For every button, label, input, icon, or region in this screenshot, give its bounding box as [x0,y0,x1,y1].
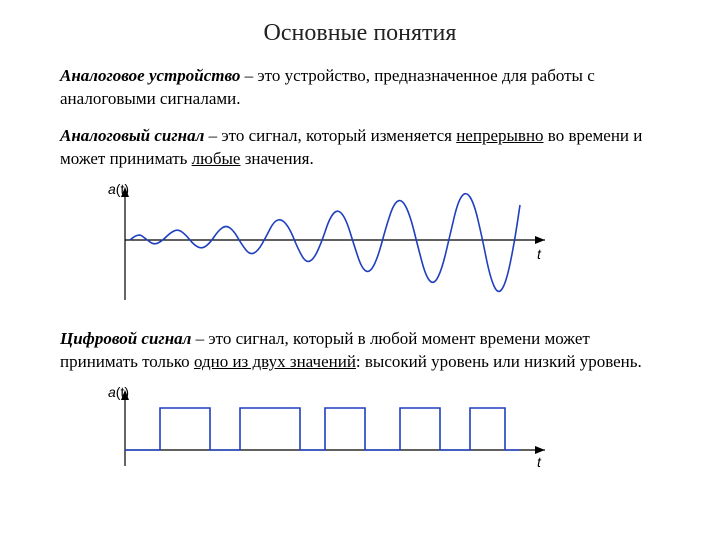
chart2-x-label: t [537,454,541,470]
definition-analog-device: Аналоговое устройство – это устройство, … [60,65,660,111]
chart1-y-label: a(t) [108,181,129,197]
term-digital-signal: Цифровой сигнал [60,329,191,348]
chart1-x-label: t [537,246,541,262]
chart2-svg [100,388,560,468]
term-analog-device: Аналоговое устройство [60,66,240,85]
def3-post: : высокий уровень или низкий уровень. [356,352,642,371]
def2-pre: – это сигнал, который изменяется [204,126,456,145]
def2-u2: любые [192,149,241,168]
chart2-y-label: a(t) [108,384,129,400]
definition-analog-signal: Аналоговый сигнал – это сигнал, который … [60,125,660,171]
analog-signal-chart: a(t) t [100,185,660,310]
page-title: Основные понятия [60,20,660,47]
digital-signal-chart: a(t) t [100,388,660,473]
definition-digital-signal: Цифровой сигнал – это сигнал, который в … [60,328,660,374]
def2-u1: непрерывно [456,126,543,145]
def3-u1: одно из двух значений [194,352,356,371]
chart1-svg [100,185,560,305]
term-analog-signal: Аналоговый сигнал [60,126,204,145]
def2-post: значения. [240,149,313,168]
